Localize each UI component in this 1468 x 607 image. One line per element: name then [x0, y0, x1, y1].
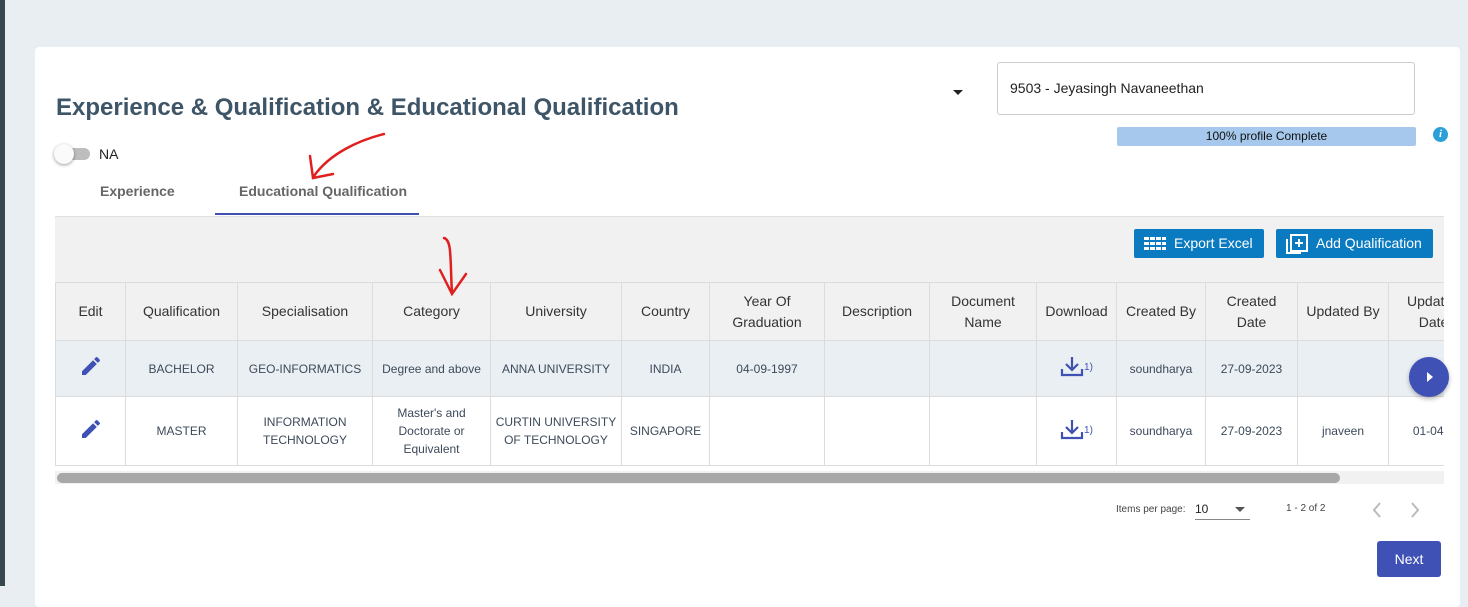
download-count: 1) [1084, 424, 1093, 436]
scroll-right-button[interactable] [1409, 357, 1449, 397]
download-link[interactable]: 1) [1060, 418, 1093, 440]
edit-cell[interactable] [55, 340, 126, 397]
table-cell: 01-04-2 [1388, 396, 1444, 466]
table-cell: jnaveen [1297, 396, 1389, 466]
annotation-arrow [438, 236, 468, 297]
tab-indicator [215, 213, 419, 215]
tab[interactable]: Experience [100, 183, 175, 199]
column-header: Document Name [929, 282, 1037, 341]
table-cell: BACHELOR [125, 340, 238, 397]
info-icon[interactable]: i [1433, 127, 1448, 142]
column-header: Created By [1116, 282, 1206, 341]
table-cell: soundharya [1116, 396, 1206, 466]
column-header: Category [372, 282, 491, 341]
export-button[interactable]: Export Excel [1134, 229, 1264, 258]
add-icon [1286, 233, 1308, 254]
items-per-page-select[interactable]: 10 [1195, 502, 1250, 520]
download-cell[interactable]: 1) [1036, 340, 1117, 397]
download-cell[interactable]: 1) [1036, 396, 1117, 466]
table-row: BACHELOR GEO-INFORMATICS Degree and above A… [55, 340, 1444, 397]
table-cell: Master's and Doctorate or Equivalent [372, 396, 491, 466]
column-header: Description [824, 282, 930, 341]
annotation-arrow [308, 132, 386, 180]
grid-icon [1144, 236, 1166, 250]
page-title: Experience & Qualification & Educational… [56, 94, 679, 121]
table-cell [709, 396, 825, 466]
profile-progress: 100% profile Complete [1117, 127, 1416, 146]
select-caret [1235, 507, 1245, 512]
edit-icon [81, 419, 100, 438]
table-cell [929, 396, 1037, 466]
table-cell: CURTIN UNIVERSITY OF TECHNOLOGY [490, 396, 622, 466]
column-header: Country [621, 282, 710, 341]
edit-icon [81, 356, 100, 375]
table-row: MASTER INFORMATION TECHNOLOGY Master's and… [55, 396, 1444, 466]
page-range: 1 - 2 of 2 [1286, 503, 1326, 514]
dropdown-caret[interactable] [953, 90, 963, 95]
button-label: Export Excel [1174, 235, 1253, 251]
table-container: Edit Qualification Specialisation Category U… [55, 282, 1444, 469]
download-icon [1060, 357, 1084, 377]
add-button[interactable]: Add Qualification [1276, 229, 1433, 258]
sidebar-edge [0, 0, 5, 586]
toggle-label: NA [99, 146, 119, 162]
table-cell: INDIA [621, 340, 710, 397]
toggle-knob[interactable] [54, 144, 74, 164]
employee-select[interactable]: 9503 - Jeyasingh Navaneethan [997, 62, 1415, 115]
column-header: Created Date [1205, 282, 1298, 341]
column-header: University [490, 282, 622, 341]
table-cell: SINGAPORE [621, 396, 710, 466]
download-icon [1060, 419, 1084, 439]
table-cell [824, 396, 930, 466]
download-link[interactable]: 1) [1060, 355, 1093, 377]
column-header: Specialisation [237, 282, 373, 341]
button-label: Add Qualification [1316, 235, 1422, 251]
qualification-table: Edit Qualification Specialisation Category U… [55, 282, 1444, 466]
column-header: Qualification [125, 282, 238, 341]
next-button[interactable]: Next [1377, 541, 1441, 577]
items-per-page-label: Items per page: [1116, 504, 1186, 515]
table-cell: 04-09-1997 [709, 340, 825, 397]
scrollbar-thumb[interactable] [57, 473, 1340, 483]
table-cell [1297, 340, 1389, 397]
table-cell: 27-09-2023 [1205, 396, 1298, 466]
table-cell: soundharya [1116, 340, 1206, 397]
table-cell: 27-09-2023 [1205, 340, 1298, 397]
tab[interactable]: Educational Qualification [239, 183, 408, 199]
table-cell: ANNA UNIVERSITY [490, 340, 622, 397]
column-header: Updated By [1297, 282, 1389, 341]
column-header: Download [1036, 282, 1117, 341]
edit-cell[interactable] [55, 396, 126, 466]
table-cell: MASTER [125, 396, 238, 466]
page-arrows[interactable] [1366, 499, 1426, 521]
column-header: Edit [55, 282, 126, 341]
download-count: 1) [1084, 362, 1093, 373]
table-cell: GEO-INFORMATICS [237, 340, 373, 397]
table-cell [929, 340, 1037, 397]
column-header: Year Of Graduation [709, 282, 825, 341]
column-header: Updated Date [1388, 282, 1444, 341]
table-cell: Degree and above [372, 340, 491, 397]
table-cell [824, 340, 930, 397]
chevron [1427, 372, 1433, 382]
table-cell: INFORMATION TECHNOLOGY [237, 396, 373, 466]
